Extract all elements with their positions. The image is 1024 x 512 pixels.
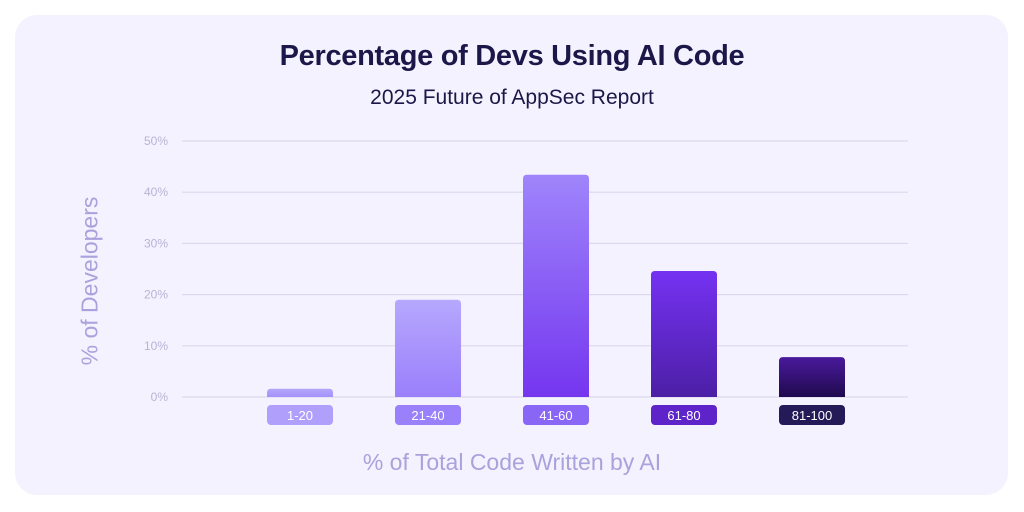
y-tick-label: 40% [144,185,168,199]
bar [267,388,333,397]
bar [779,357,845,397]
x-category-badge [267,405,333,425]
x-tick-label: 41-60 [539,408,572,423]
y-tick-label: 50% [144,134,168,148]
bar [523,174,589,397]
x-tick-label: 61-80 [667,408,700,423]
bar [651,271,717,397]
x-tick-label: 21-40 [411,408,444,423]
x-category-badge [395,405,461,425]
x-category-badge [779,405,845,425]
bar [395,299,461,397]
y-tick-label: 10% [144,339,168,353]
chart-subtitle: 2025 Future of AppSec Report [370,86,654,109]
x-axis-label: % of Total Code Written by AI [362,449,662,475]
y-tick-label: 0% [151,390,169,404]
y-tick-label: 20% [144,288,168,302]
chart-title: Percentage of Devs Using AI Code [279,40,745,72]
x-tick-label: 1-20 [287,408,313,423]
y-tick-label: 30% [144,236,168,250]
x-category-badge [651,405,717,425]
x-category-badge [523,405,589,425]
x-tick-label: 81-100 [792,408,832,423]
